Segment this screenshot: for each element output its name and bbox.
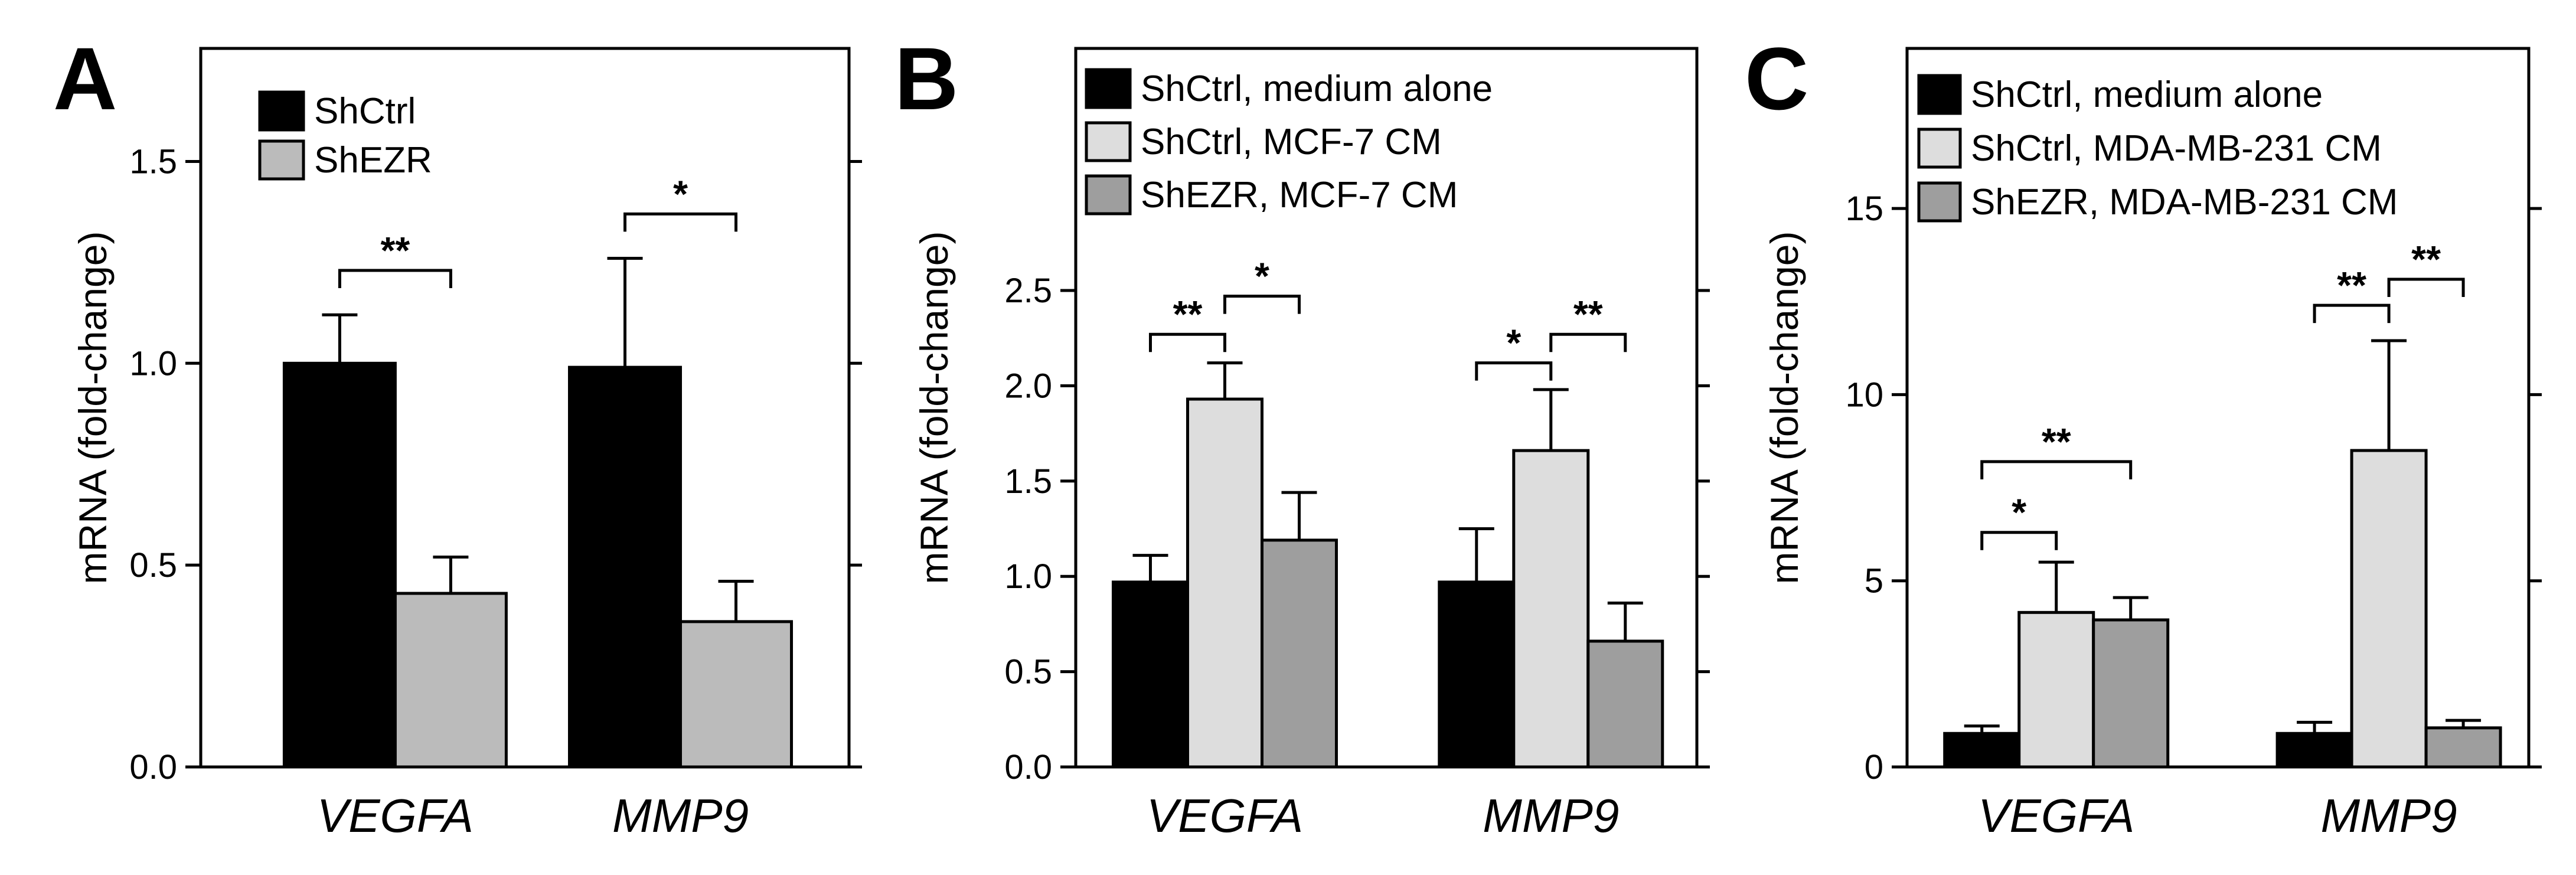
y-tick-label: 0.5 <box>1004 653 1052 691</box>
significance-bracket <box>1475 361 1553 381</box>
significance-label: ** <box>2411 238 2441 280</box>
panel-b: B 0.0 0.5 1.0 1.5 2.0 2.5 mRNA (fold-change) VEG… <box>894 29 1710 842</box>
legend-label: ShCtrl, MCF-7 CM <box>1141 122 1442 162</box>
bar <box>2092 618 2170 769</box>
significance-bracket <box>1549 332 1627 352</box>
legend-label: ShCtrl, medium alone <box>1141 68 1493 109</box>
significance-bracket <box>623 212 738 232</box>
plot-frame <box>1074 47 1699 769</box>
legend-label: ShEZR, MCF-7 CM <box>1141 175 1458 216</box>
bar <box>2017 610 2095 769</box>
significance-label: * <box>1255 255 1269 298</box>
bar <box>393 592 508 769</box>
y-tick-label: 1.0 <box>1004 557 1052 596</box>
bar <box>2350 449 2428 769</box>
panel-letter: A <box>53 29 117 128</box>
significance-label: ** <box>1173 293 1203 335</box>
bar <box>568 365 683 769</box>
legend-label: ShCtrl, MDA-MB-231 CM <box>1971 128 2382 169</box>
y-tick-label: 0.0 <box>1004 748 1052 786</box>
bar <box>1260 538 1338 769</box>
y-tick-label: 0.0 <box>129 748 177 786</box>
legend-swatch <box>258 90 305 132</box>
x-category-label: VEGFA <box>317 789 474 842</box>
significance-label: ** <box>380 229 410 272</box>
y-axis-label: mRNA (fold-change) <box>912 231 956 585</box>
y-tick-label: 1.5 <box>1004 462 1052 501</box>
significance-bracket <box>1223 295 1301 314</box>
y-axis-label: mRNA (fold-change) <box>1762 231 1806 585</box>
legend-swatch <box>1085 121 1132 162</box>
y-tick-label: 0.5 <box>129 546 177 585</box>
significance-bracket <box>2387 277 2465 297</box>
x-category-label: MMP9 <box>1483 789 1619 842</box>
y-axis-label: mRNA (fold-change) <box>71 231 115 585</box>
legend-label: ShCtrl <box>314 91 416 132</box>
significance-bracket <box>338 269 452 289</box>
significance-bracket <box>1980 531 2058 550</box>
panel-letter: C <box>1745 29 1808 128</box>
plot-frame <box>1905 47 2531 769</box>
y-tick-label: 1.5 <box>129 142 177 181</box>
x-category-label: MMP9 <box>2321 789 2457 842</box>
bar <box>1586 639 1664 769</box>
legend-swatch <box>1917 181 1962 223</box>
y-tick-label: 2.5 <box>1004 272 1052 310</box>
significance-bracket <box>1980 460 2133 479</box>
legend: ShCtrl, medium alone ShCtrl, MCF-7 CM ShEZ… <box>1085 68 1493 216</box>
significance-label: * <box>673 172 688 215</box>
significance-label: * <box>1506 322 1521 364</box>
panel-letter: B <box>894 29 958 128</box>
legend: ShCtrl, medium alone ShCtrl, MDA-MB-231 C… <box>1917 74 2398 223</box>
legend-label: ShEZR <box>314 140 432 181</box>
significance-label: ** <box>2042 420 2071 463</box>
legend-swatch <box>1085 174 1132 216</box>
x-category-label: MMP9 <box>612 789 749 842</box>
bar <box>1438 580 1516 769</box>
bar <box>679 620 794 769</box>
panel-a: A 0.0 0.5 1.0 1.5 mRNA (fold-change) VEGFA MMP9… <box>53 29 862 842</box>
x-category-label: VEGFA <box>1978 789 2134 842</box>
legend-swatch <box>258 139 305 181</box>
bar <box>2275 732 2353 769</box>
bar <box>2424 726 2502 769</box>
y-tick-label: 2.0 <box>1004 367 1052 405</box>
significance-bracket <box>2313 303 2391 324</box>
x-category-label: VEGFA <box>1147 789 1303 842</box>
bar <box>282 361 397 769</box>
bar <box>1186 397 1263 769</box>
y-tick-label: 15 <box>1845 190 1883 228</box>
y-tick-label: 1.0 <box>129 344 177 383</box>
significance-label: ** <box>1573 293 1603 335</box>
bar <box>1943 732 2021 769</box>
legend-label: ShEZR, MDA-MB-231 CM <box>1971 182 2398 223</box>
legend-label: ShCtrl, medium alone <box>1971 74 2323 115</box>
y-tick-label: 0 <box>1865 748 1883 786</box>
significance-label: * <box>2012 491 2026 534</box>
y-tick-label: 10 <box>1845 376 1883 414</box>
legend-swatch <box>1917 74 1962 115</box>
y-tick-label: 5 <box>1865 562 1883 600</box>
legend-swatch <box>1917 128 1962 169</box>
significance-label: ** <box>2337 264 2366 306</box>
significance-bracket <box>1148 332 1226 352</box>
plot-frame <box>199 47 851 769</box>
legend: ShCtrl ShEZR <box>258 90 432 181</box>
bar <box>1111 580 1189 769</box>
legend-swatch <box>1085 68 1132 109</box>
bar <box>1512 449 1590 769</box>
